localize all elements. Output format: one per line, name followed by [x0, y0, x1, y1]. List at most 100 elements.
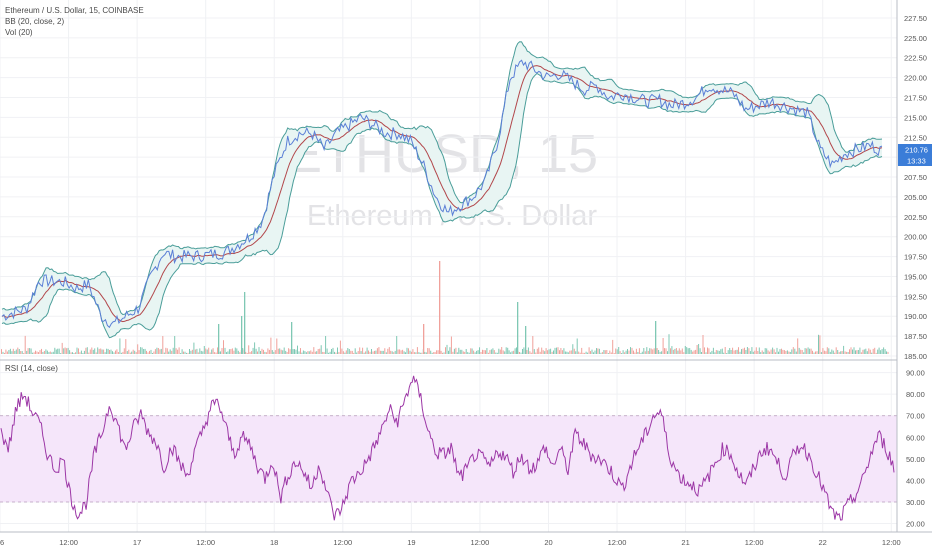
volume-bar: [708, 348, 710, 354]
volume-bar: [578, 351, 580, 354]
volume-bar: [678, 348, 680, 354]
volume-bar: [522, 349, 523, 354]
volume-bar: [748, 348, 750, 354]
volume-bar: [279, 348, 281, 354]
volume-bar: [794, 348, 796, 354]
volume-bar: [128, 349, 130, 354]
volume-bar: [141, 347, 143, 354]
volume-bar: [294, 349, 295, 354]
volume-bar: [714, 352, 716, 354]
volume-bar: [64, 347, 66, 354]
volume-bar: [801, 350, 803, 354]
volume-bar: [371, 349, 372, 354]
volume-bar: [264, 351, 266, 354]
volume-bar: [783, 350, 785, 354]
rsi-line: [0, 375, 895, 521]
volume-bar: [205, 348, 207, 354]
volume-bar: [850, 347, 852, 354]
volume-bar: [215, 352, 217, 354]
volume-bar: [412, 349, 414, 354]
volume-bar: [881, 349, 883, 354]
volume-bar: [766, 348, 768, 354]
volume-bar: [513, 350, 515, 354]
volume-bar: [803, 352, 805, 354]
volume-bar: [559, 350, 560, 354]
volume-bar: [661, 351, 663, 354]
volume-bar: [368, 350, 369, 354]
volume-bar: [166, 348, 168, 354]
volume-bar: [117, 352, 119, 354]
volume-bar: [812, 350, 813, 354]
volume-bar: [529, 351, 531, 354]
volume-bar: [541, 347, 543, 354]
volume-bar: [300, 348, 301, 354]
chart-title[interactable]: Ethereum / U.S. Dollar, 15, COINBASE: [5, 6, 144, 15]
volume-bar: [70, 352, 72, 354]
vol-legend[interactable]: Vol (20): [5, 28, 33, 37]
price-tick-label: 190.00: [904, 312, 927, 321]
volume-bar: [9, 348, 11, 354]
volume-bar: [570, 350, 572, 354]
volume-bar: [307, 351, 309, 354]
volume-bar: [359, 347, 361, 354]
volume-bar: [184, 351, 186, 354]
volume-bar: [458, 347, 460, 354]
volume-bar: [351, 350, 353, 354]
volume-bar: [862, 349, 864, 354]
volume-bar: [761, 350, 763, 354]
volume-bar: [129, 352, 131, 354]
volume-bar: [662, 338, 664, 354]
volume-bar: [80, 350, 82, 354]
volume-bar: [545, 348, 547, 354]
volume-bar: [547, 350, 549, 354]
volume-bar: [325, 336, 327, 354]
price-tick-label: 207.50: [904, 173, 927, 182]
volume-bar: [511, 351, 513, 354]
volume-bar: [365, 351, 367, 354]
volume-bar: [689, 348, 691, 354]
volume-bar: [116, 349, 118, 354]
volume-bar: [686, 347, 688, 354]
volume-bar: [566, 351, 568, 354]
volume-bar: [211, 349, 213, 354]
volume-bar: [78, 348, 79, 354]
bb-legend[interactable]: BB (20, close, 2): [5, 17, 64, 26]
volume-bar: [52, 351, 54, 354]
volume-bar: [641, 351, 643, 354]
rsi-tick-label: 70.00: [906, 412, 925, 421]
volume-bar: [769, 351, 771, 354]
price-tick-label: 205.00: [904, 193, 927, 202]
volume-bar: [177, 349, 179, 354]
volume-bar: [698, 344, 700, 354]
bb-upper-line: [1, 41, 883, 316]
volume-bar: [178, 347, 180, 354]
volume-bar: [413, 352, 415, 354]
volume-bar: [8, 350, 10, 354]
rsi-axis[interactable]: 90.00 80.00 70.00 60.00 50.00 40.00 30.00 20.00: [906, 369, 925, 529]
volume-bar: [144, 348, 146, 354]
volume-bar: [394, 350, 396, 354]
volume-bar: [647, 350, 649, 354]
volume-bar: [770, 349, 772, 354]
volume-bar: [835, 347, 837, 354]
volume-bar: [15, 349, 17, 354]
volume-bar: [782, 349, 784, 354]
volume-bar: [310, 350, 312, 354]
volume-bar: [20, 351, 22, 354]
volume-bar: [452, 351, 454, 354]
volume-bar: [449, 347, 451, 354]
time-axis[interactable]: 16 12:00 17 12:00 18 12:00 19 12:00 20 12:00 21 12:…: [0, 538, 901, 547]
volume-bar: [231, 348, 233, 354]
price-tick-label: 195.00: [904, 273, 927, 282]
rsi-legend[interactable]: RSI (14, close): [5, 364, 58, 373]
volume-bar: [877, 349, 879, 354]
volume-bar: [556, 347, 557, 354]
volume-bar: [384, 348, 386, 354]
volume-bar: [209, 352, 211, 354]
volume-bar: [514, 348, 516, 354]
volume-bar: [530, 352, 532, 354]
price-axis[interactable]: 227.50 225.00 222.50 220.00 217.50 215.00 212.…: [904, 14, 927, 361]
volume-bar: [326, 348, 328, 354]
volume-bar: [675, 348, 677, 354]
